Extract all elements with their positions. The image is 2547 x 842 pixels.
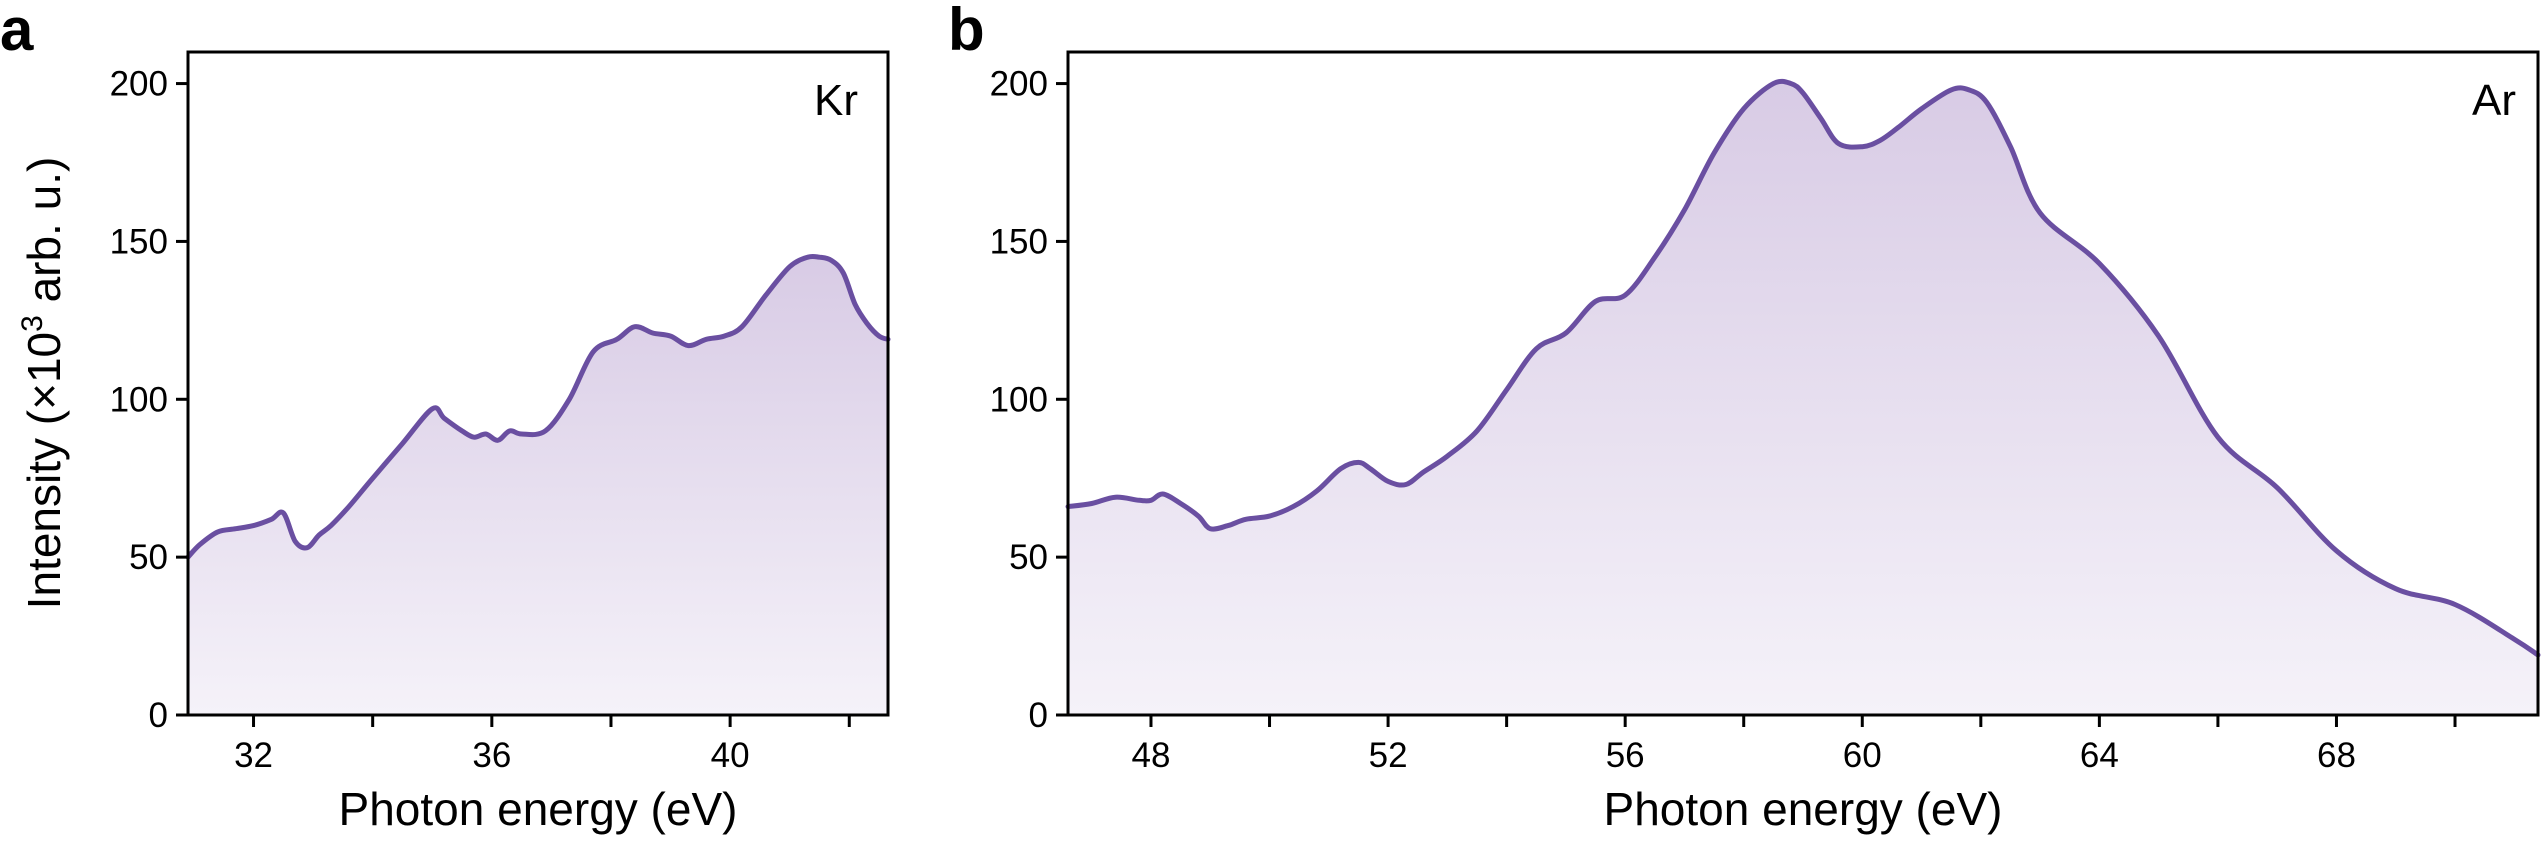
panel-a-chart: a 0 50 100 150 200 32 36 40 Kr Photon energy (… (0, 0, 891, 835)
y-axis-title-tail: arb. u.) (18, 157, 70, 316)
y-axis-title-main: Intensity (×10 (18, 332, 70, 609)
x-tick-label-b-64: 64 (2080, 736, 2119, 775)
y-tick-label-b-0: 0 (1029, 696, 1048, 735)
plot-frame-a (186, 50, 890, 717)
x-tick-label-b-56: 56 (1606, 736, 1645, 775)
element-label-ar: Ar (2472, 76, 2516, 125)
kr-area-fill (188, 256, 888, 715)
y-axis-title-sup: 3 (16, 315, 49, 332)
y-tick-label-b-150: 150 (990, 222, 1048, 261)
x-axis-title-b: Photon energy (eV) (1604, 783, 2003, 835)
y-axis-title: Intensity (×103 arb. u.) (16, 157, 70, 610)
x-axis-b: 48 52 56 60 64 68 (1132, 715, 2457, 775)
ar-intensity-curve (1065, 78, 2541, 658)
x-tick-label-b-68: 68 (2317, 736, 2356, 775)
x-tick-label-b-52: 52 (1369, 736, 1408, 775)
y-tick-label-a-0: 0 (149, 696, 168, 735)
x-tick-label-a-40: 40 (711, 736, 750, 775)
y-tick-label-a-50: 50 (129, 538, 168, 577)
ar-area-fill (1068, 81, 2538, 716)
x-axis-a: 32 36 40 (234, 715, 851, 775)
y-tick-label-b-50: 50 (1009, 538, 1048, 577)
panel-b-chart: b 0 50 100 150 200 48 52 56 60 64 68 Ar Photon en… (948, 0, 2541, 835)
x-axis-title-a: Photon energy (eV) (339, 783, 738, 835)
kr-intensity-curve (185, 253, 891, 560)
panel-letter-a: a (0, 0, 34, 63)
x-tick-label-b-48: 48 (1132, 736, 1171, 775)
x-tick-label-b-60: 60 (1843, 736, 1882, 775)
x-tick-label-a-36: 36 (472, 736, 511, 775)
x-tick-label-a-32: 32 (234, 736, 273, 775)
y-axis-a: 0 50 100 150 200 (110, 65, 188, 735)
y-tick-label-b-200: 200 (990, 65, 1048, 104)
element-label-kr: Kr (814, 76, 858, 125)
y-tick-label-a-100: 100 (110, 380, 168, 419)
y-tick-label-b-100: 100 (990, 380, 1048, 419)
y-tick-label-a-200: 200 (110, 65, 168, 104)
y-axis-b: 0 50 100 150 200 (990, 65, 1068, 735)
panel-letter-b: b (948, 0, 985, 63)
y-tick-label-a-150: 150 (110, 222, 168, 261)
plot-frame-b (1066, 50, 2540, 717)
